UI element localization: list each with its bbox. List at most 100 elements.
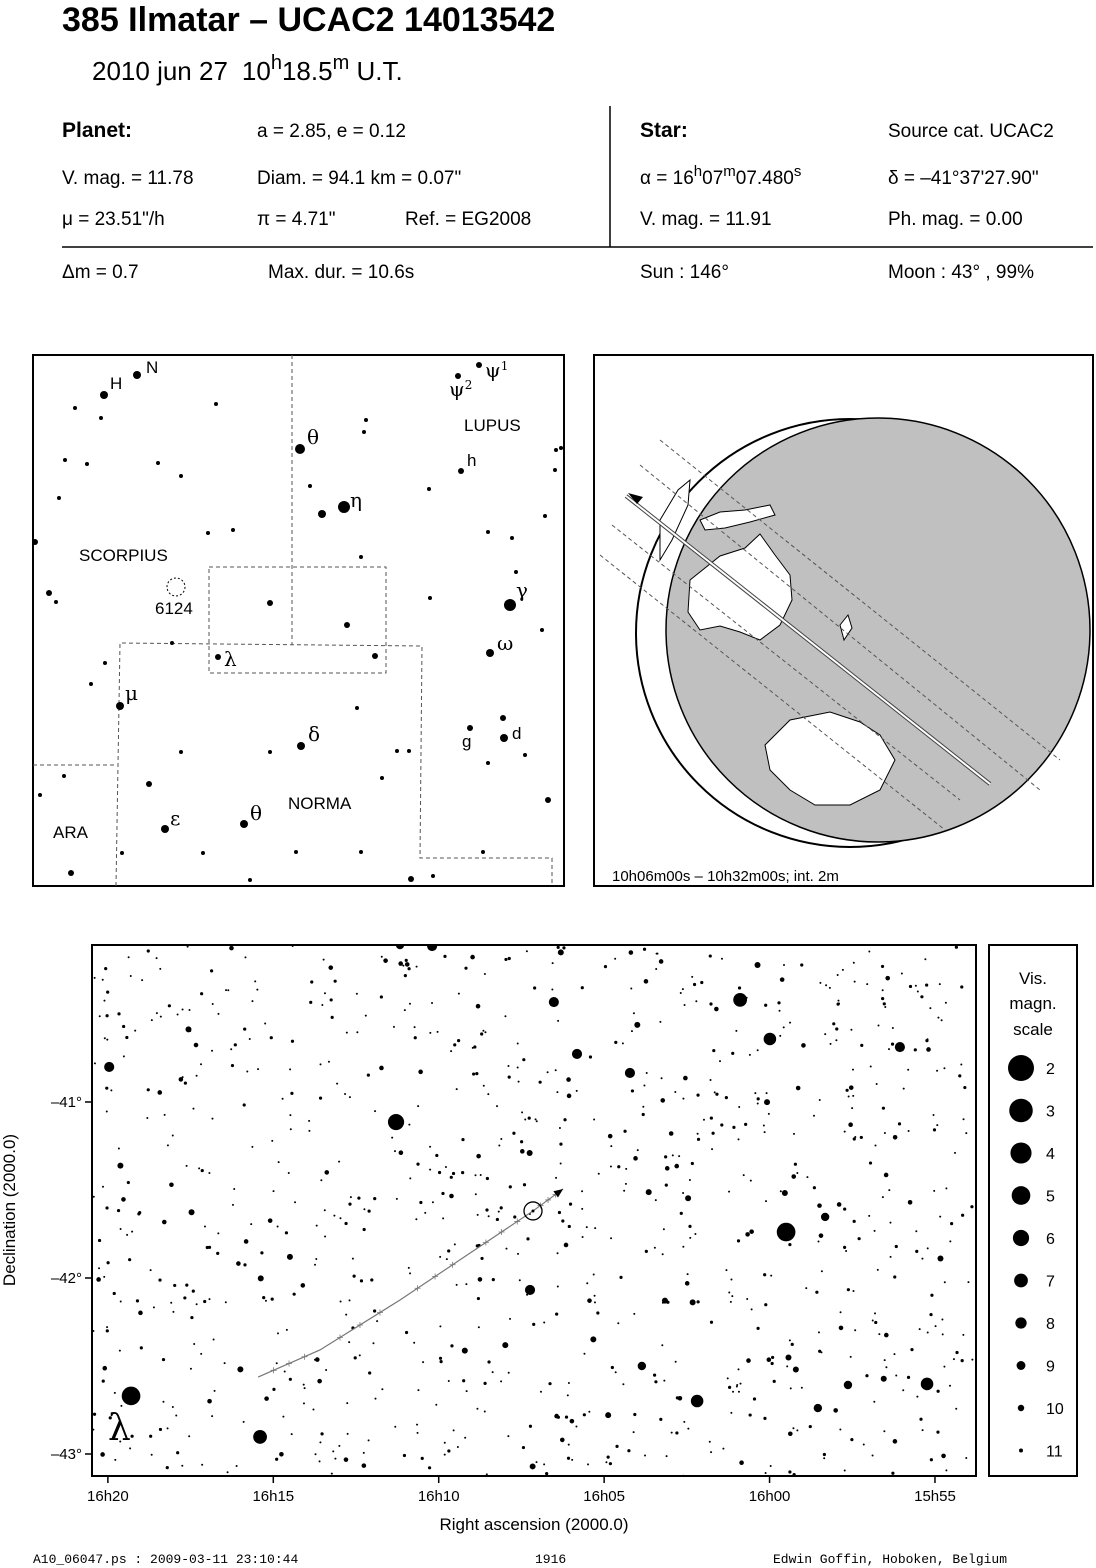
background-star <box>327 1060 330 1063</box>
star <box>427 945 438 952</box>
background-star <box>843 1130 846 1133</box>
path-tick <box>432 1273 439 1280</box>
background-star <box>330 1472 333 1475</box>
field: Source cat. UCAC2 <box>888 121 1054 142</box>
background-star <box>563 1118 567 1122</box>
background-star <box>908 984 913 989</box>
background-star <box>812 1114 815 1117</box>
background-star <box>789 1021 792 1024</box>
background-star <box>146 1116 149 1119</box>
background-star <box>216 1251 220 1256</box>
background-star <box>582 1413 586 1417</box>
background-star <box>608 1462 613 1466</box>
background-star <box>556 1252 559 1255</box>
background-star <box>933 1189 936 1192</box>
star-label: ε <box>170 806 180 830</box>
background-star <box>675 1396 679 1400</box>
background-star <box>796 1429 799 1432</box>
title: 385 Ilmatar – UCAC2 14013542 <box>62 1 555 39</box>
background-star <box>213 1389 216 1392</box>
background-star <box>874 1320 878 1325</box>
x-tick-label: 15h55 <box>914 1488 956 1505</box>
background-star <box>491 1278 495 1282</box>
background-star <box>763 1416 767 1420</box>
background-star <box>476 1213 479 1216</box>
background-star <box>171 1134 174 1137</box>
background-star <box>357 1196 361 1200</box>
background-star <box>624 1182 627 1185</box>
background-star <box>569 1418 575 1424</box>
background-star <box>543 1321 546 1324</box>
background-star <box>630 987 633 990</box>
path-tick <box>545 1196 552 1203</box>
background-star <box>690 1161 694 1166</box>
background-star <box>323 992 326 995</box>
background-star <box>443 1453 446 1456</box>
background-star <box>750 1308 753 1311</box>
background-star <box>891 1026 894 1029</box>
info-table: Planet: a = 2.85, e = 0.12 V. mag. = 11.… <box>62 106 1093 283</box>
background-star <box>885 975 891 981</box>
background-star <box>309 1000 313 1004</box>
x-tick-label: 16h20 <box>87 1488 129 1505</box>
x-tick-label: 16h15 <box>252 1488 294 1505</box>
background-star <box>654 1380 658 1384</box>
background-star <box>318 1096 323 1100</box>
background-star <box>619 1275 623 1279</box>
background-star <box>257 1068 260 1071</box>
background-star <box>100 1452 105 1457</box>
background-star <box>661 1301 664 1304</box>
background-star <box>104 967 108 971</box>
background-star <box>662 1228 665 1231</box>
background-star <box>200 1352 203 1355</box>
background-star <box>897 1122 902 1126</box>
background-star <box>728 1291 731 1294</box>
background-star <box>318 1460 321 1463</box>
background-star <box>439 1255 442 1258</box>
background-star <box>191 1289 195 1293</box>
background-star <box>955 1407 958 1410</box>
finder-star <box>427 487 431 491</box>
background-star <box>334 1457 337 1460</box>
background-star <box>551 988 554 991</box>
background-star <box>967 1281 970 1284</box>
background-star <box>507 1371 510 1374</box>
background-star <box>416 1431 419 1434</box>
background-star <box>138 1310 143 1316</box>
background-star <box>315 1224 318 1227</box>
background-star <box>108 1416 112 1420</box>
star <box>894 1042 905 1053</box>
background-star <box>538 1080 542 1084</box>
finder-star <box>476 362 482 368</box>
star-label: θ <box>250 801 262 825</box>
background-star <box>351 1257 354 1260</box>
label: Planet: <box>62 119 132 142</box>
background-star <box>348 1096 351 1099</box>
background-star <box>825 984 828 987</box>
background-star <box>695 1000 698 1003</box>
background-star <box>885 1366 888 1369</box>
background-star <box>782 1026 785 1029</box>
finder-star <box>500 734 508 742</box>
background-star <box>402 1453 407 1458</box>
antarctica <box>764 711 896 806</box>
background-star <box>836 973 839 976</box>
background-star <box>270 1297 274 1301</box>
finder-star <box>338 501 350 513</box>
background-star <box>744 1122 748 1126</box>
background-star <box>404 962 410 967</box>
star-label: ω <box>497 631 513 655</box>
background-star <box>374 1110 377 1113</box>
background-star <box>593 1118 596 1121</box>
background-star <box>345 1313 348 1316</box>
finder-star <box>73 406 77 410</box>
path-tick <box>270 1367 277 1374</box>
background-star <box>521 1111 524 1114</box>
finder-star <box>85 462 89 466</box>
background-star <box>889 1255 892 1258</box>
background-star <box>567 1443 570 1446</box>
background-star <box>785 1354 792 1361</box>
background-star <box>435 1403 438 1406</box>
finder-star <box>395 749 399 753</box>
background-star <box>854 1136 857 1139</box>
